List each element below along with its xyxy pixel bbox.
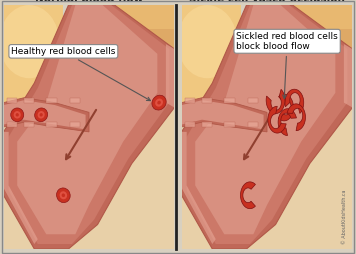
Polygon shape xyxy=(185,122,195,127)
Ellipse shape xyxy=(14,111,21,119)
Ellipse shape xyxy=(16,113,19,117)
Polygon shape xyxy=(285,89,304,114)
Polygon shape xyxy=(182,100,263,130)
Polygon shape xyxy=(7,122,17,127)
Ellipse shape xyxy=(11,108,24,122)
Polygon shape xyxy=(187,5,347,244)
Ellipse shape xyxy=(62,194,65,197)
Polygon shape xyxy=(24,98,34,103)
Polygon shape xyxy=(4,5,63,115)
Polygon shape xyxy=(182,5,352,249)
FancyBboxPatch shape xyxy=(182,5,352,22)
Polygon shape xyxy=(182,5,241,115)
Polygon shape xyxy=(266,89,285,114)
Ellipse shape xyxy=(35,108,48,122)
Polygon shape xyxy=(248,122,258,127)
Ellipse shape xyxy=(38,111,45,119)
Polygon shape xyxy=(268,106,286,133)
Ellipse shape xyxy=(59,191,67,199)
Title: Sickle cell vasco-occlusion: Sickle cell vasco-occlusion xyxy=(189,0,345,4)
Polygon shape xyxy=(46,98,57,103)
Polygon shape xyxy=(202,122,212,127)
Polygon shape xyxy=(4,100,85,130)
Polygon shape xyxy=(17,5,157,234)
Polygon shape xyxy=(98,5,174,78)
Polygon shape xyxy=(278,94,293,121)
Ellipse shape xyxy=(177,5,237,78)
Text: Sickled red blood cells
block blood flow: Sickled red blood cells block blood flow xyxy=(236,31,338,99)
Polygon shape xyxy=(46,122,57,127)
Polygon shape xyxy=(4,132,38,244)
Polygon shape xyxy=(278,109,297,136)
Ellipse shape xyxy=(155,99,163,107)
Ellipse shape xyxy=(0,5,59,78)
Text: © AboutKidsHealth.ca: © AboutKidsHealth.ca xyxy=(342,189,347,244)
Polygon shape xyxy=(182,5,352,249)
Ellipse shape xyxy=(152,95,166,110)
Polygon shape xyxy=(224,98,235,103)
Polygon shape xyxy=(4,5,174,249)
Polygon shape xyxy=(70,98,80,103)
Polygon shape xyxy=(182,98,267,132)
Text: Healthy red blood cells: Healthy red blood cells xyxy=(11,47,151,101)
Polygon shape xyxy=(248,98,258,103)
Polygon shape xyxy=(241,182,256,209)
Polygon shape xyxy=(185,98,195,103)
Polygon shape xyxy=(182,132,216,244)
Polygon shape xyxy=(9,5,169,244)
Ellipse shape xyxy=(40,113,43,117)
Polygon shape xyxy=(202,98,212,103)
Polygon shape xyxy=(195,5,335,234)
Polygon shape xyxy=(276,5,352,78)
Polygon shape xyxy=(344,44,352,107)
Polygon shape xyxy=(70,122,80,127)
Polygon shape xyxy=(224,122,235,127)
Polygon shape xyxy=(4,5,174,249)
Polygon shape xyxy=(166,44,174,107)
FancyBboxPatch shape xyxy=(4,5,174,22)
Polygon shape xyxy=(287,104,305,131)
Polygon shape xyxy=(4,98,89,132)
Polygon shape xyxy=(301,29,352,103)
Polygon shape xyxy=(7,98,17,103)
Ellipse shape xyxy=(57,188,70,203)
Title: Normal blood flow: Normal blood flow xyxy=(35,0,143,4)
Polygon shape xyxy=(123,29,174,103)
Ellipse shape xyxy=(157,101,161,104)
Polygon shape xyxy=(24,122,34,127)
